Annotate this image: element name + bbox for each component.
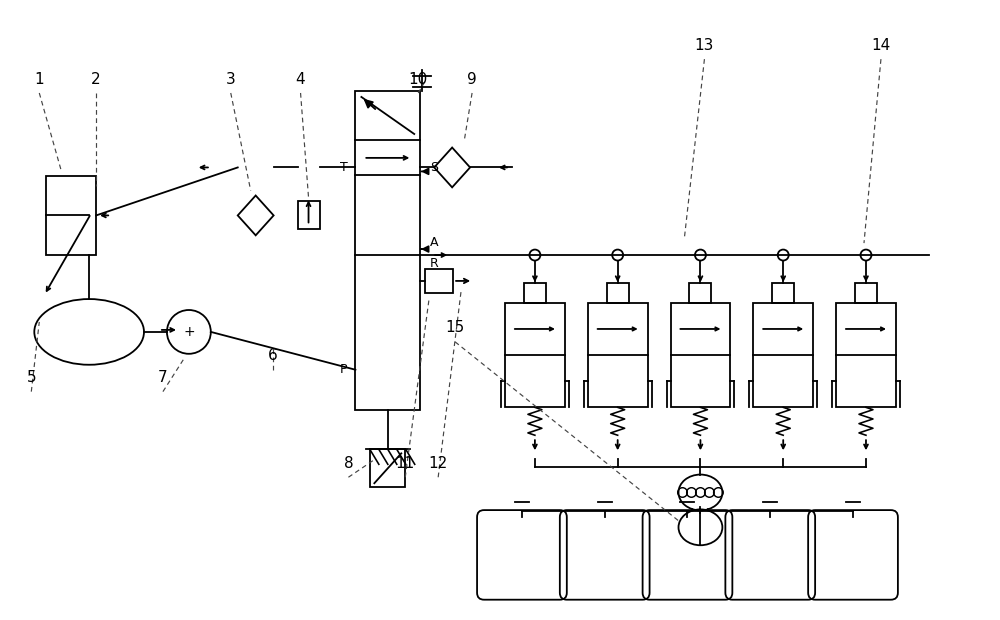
- Text: 13: 13: [695, 38, 714, 53]
- Bar: [355, 91, 420, 410]
- Bar: [753, 303, 813, 407]
- Text: 11: 11: [396, 456, 415, 471]
- Bar: [505, 303, 565, 407]
- Bar: [588, 303, 648, 407]
- Text: 4: 4: [296, 71, 305, 87]
- Bar: [855, 283, 877, 303]
- Text: 9: 9: [467, 71, 477, 87]
- Text: 12: 12: [429, 456, 448, 471]
- Bar: [671, 303, 730, 407]
- Bar: [46, 175, 96, 255]
- Bar: [524, 283, 546, 303]
- Text: 10: 10: [409, 71, 428, 87]
- Text: 8: 8: [344, 456, 353, 471]
- Text: 6: 6: [268, 348, 278, 363]
- Text: T: T: [340, 161, 347, 174]
- Text: A: A: [430, 236, 438, 249]
- Text: 3: 3: [226, 71, 236, 87]
- Text: R: R: [430, 257, 439, 270]
- Bar: [607, 283, 629, 303]
- Text: P: P: [340, 363, 347, 376]
- Bar: [772, 283, 794, 303]
- Text: 5: 5: [26, 370, 36, 385]
- Bar: [425, 269, 453, 293]
- Bar: [689, 283, 711, 303]
- Text: 7: 7: [158, 370, 168, 385]
- Text: 1: 1: [34, 71, 44, 87]
- Bar: [298, 202, 320, 229]
- Text: S: S: [430, 161, 438, 174]
- Text: 14: 14: [871, 38, 891, 53]
- Text: 2: 2: [91, 71, 101, 87]
- Text: 15: 15: [446, 321, 465, 335]
- Text: +: +: [183, 325, 195, 339]
- Bar: [836, 303, 896, 407]
- Bar: [370, 450, 405, 487]
